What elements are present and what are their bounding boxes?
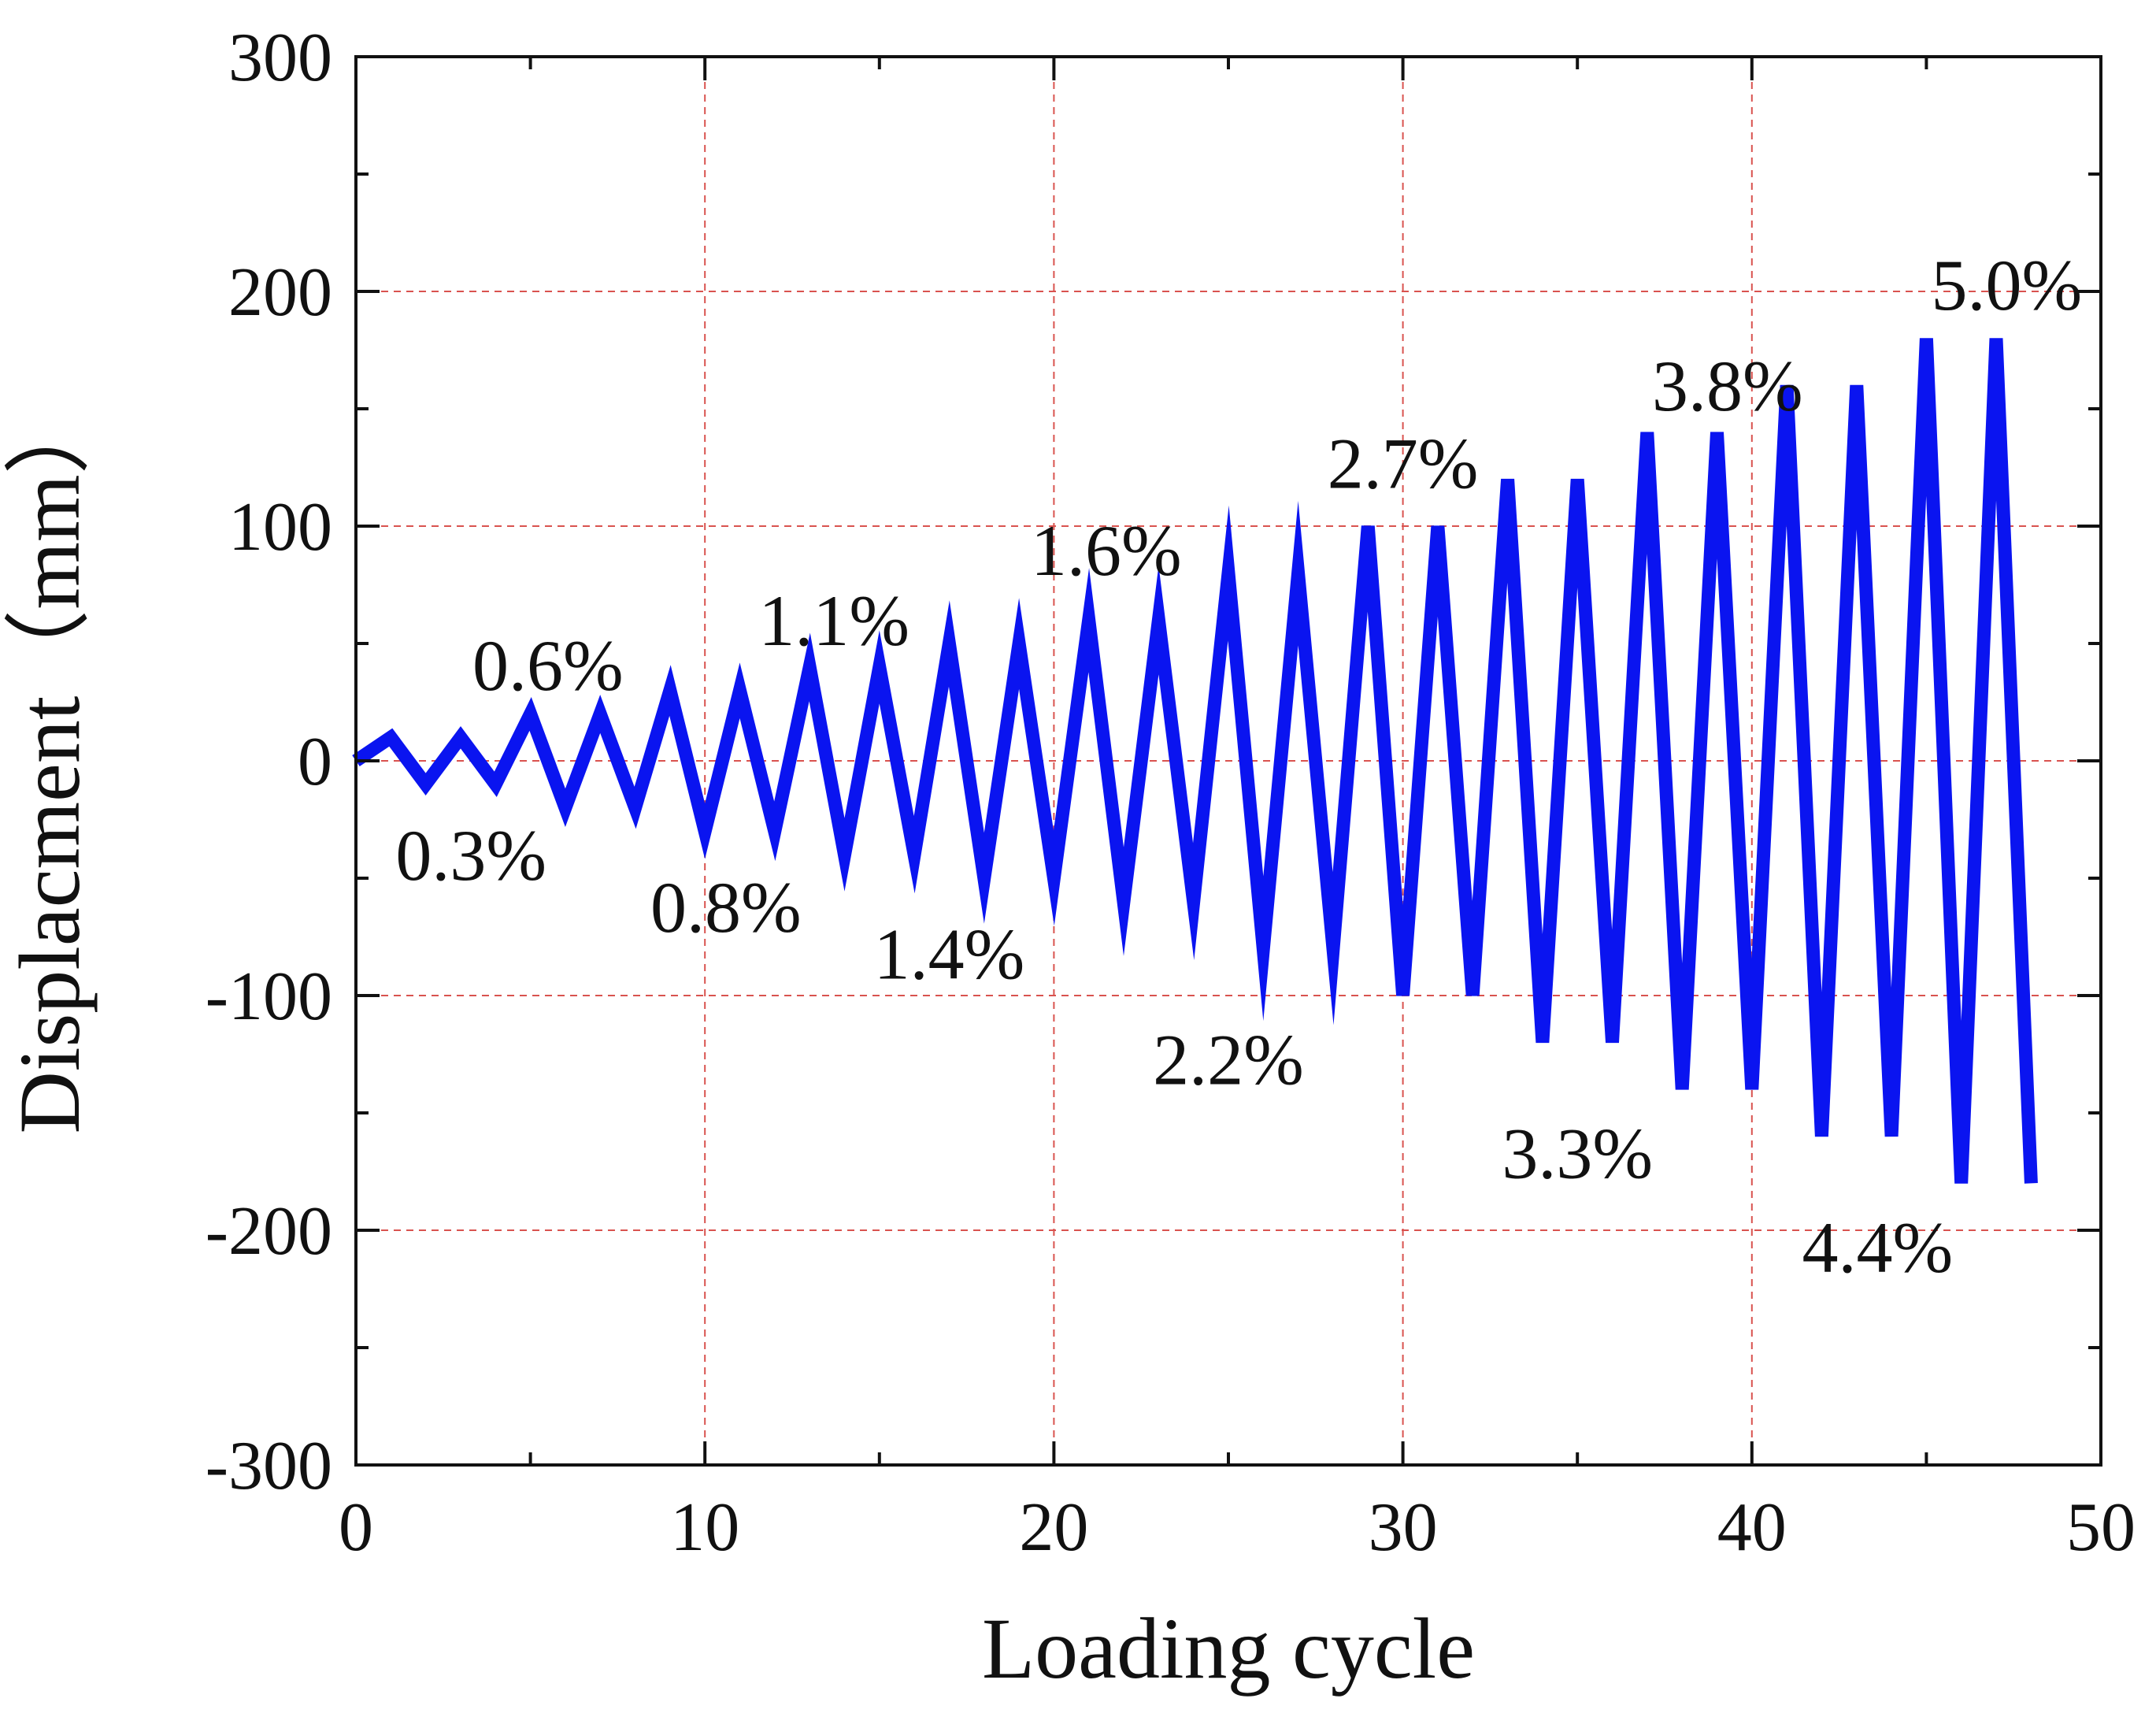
loading-protocol-line — [352, 338, 2038, 1184]
y-tick-label: -100 — [206, 959, 332, 1035]
x-tick-label: 0 — [339, 1489, 373, 1566]
drift-label: 0.8% — [650, 867, 802, 948]
drift-label: 5.0% — [1932, 245, 2083, 325]
x-tick-label: 20 — [1019, 1489, 1088, 1566]
x-tick-label: 40 — [1717, 1489, 1787, 1566]
annotation-labels: 0.3% 0.6% 0.8% 1.1% 1.4% 1.6% 2.2% 2.7% 3.3% 3.8%… — [395, 245, 2082, 1288]
y-tick-label: 300 — [228, 20, 332, 96]
x-tick-label: 30 — [1369, 1489, 1438, 1566]
y-axis-title: Displacment（mm） — [2, 388, 98, 1133]
drift-label: 1.4% — [874, 914, 1025, 994]
axes: 0 10 20 30 40 50 -300 -200 -100 0 100 200 300 — [206, 20, 2136, 1566]
drift-label: 3.8% — [1652, 346, 1803, 426]
drift-label: 1.6% — [1031, 510, 1182, 591]
drift-label: 2.2% — [1153, 1019, 1304, 1100]
y-tick-label: 100 — [228, 489, 332, 566]
drift-label: 0.6% — [472, 625, 624, 706]
y-tick-label: -300 — [206, 1428, 332, 1504]
y-tick-label: -200 — [206, 1193, 332, 1270]
drift-label: 4.4% — [1802, 1207, 1954, 1288]
y-tick-label: 200 — [228, 254, 332, 331]
x-tick-label: 10 — [670, 1489, 739, 1566]
drift-label: 0.3% — [395, 815, 546, 896]
drift-label: 2.7% — [1328, 424, 1479, 504]
x-tick-label: 50 — [2066, 1489, 2136, 1566]
series-layer — [352, 338, 2038, 1184]
drift-label: 1.1% — [758, 580, 909, 661]
y-tick-label: 0 — [298, 724, 332, 800]
x-axis-title: Loading cycle — [982, 1600, 1475, 1697]
drift-label: 3.3% — [1502, 1114, 1653, 1194]
